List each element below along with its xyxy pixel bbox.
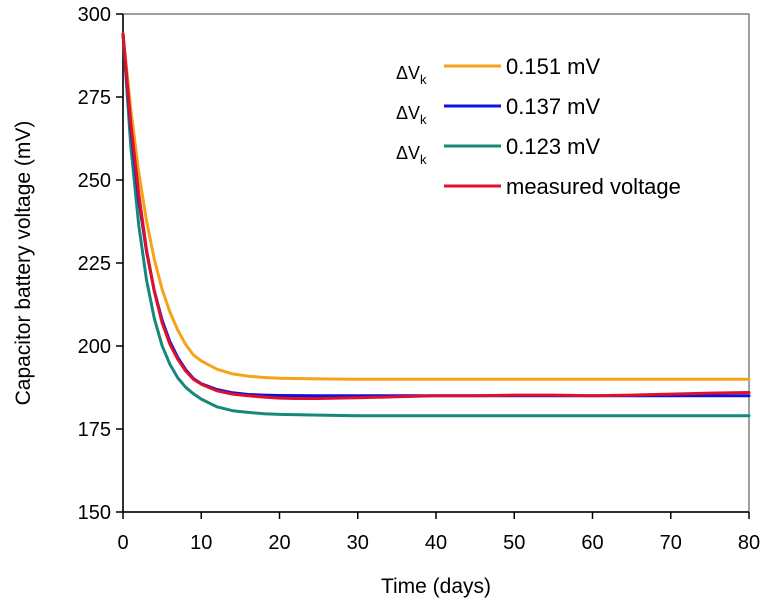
- x-tick-label: 10: [190, 532, 212, 554]
- legend-subscript: k: [420, 152, 427, 167]
- y-axis-title: Capacitor battery voltage (mV): [12, 121, 35, 406]
- x-tick-label: 0: [117, 532, 128, 554]
- y-tick-label: 175: [78, 419, 111, 441]
- series-line-0-151-mv: [121, 32, 751, 381]
- legend-subscript: k: [420, 112, 427, 127]
- series-line-0-137-mv: [121, 32, 751, 398]
- legend-label: 0.123 mV: [506, 134, 600, 159]
- legend-label: measured voltage: [506, 174, 681, 199]
- x-tick-label: 50: [503, 532, 525, 554]
- x-tick-label: 80: [738, 532, 760, 554]
- series-line-measured-voltage: [121, 32, 751, 400]
- x-tick-label: 60: [581, 532, 603, 554]
- legend-delta-vk-label: ΔVk: [396, 63, 427, 87]
- legend-delta-vk-label: ΔVk: [396, 143, 427, 167]
- axes: 150 175 200 225 250 275 300 0 10 20 30 40 50 60 70 80: [78, 4, 761, 554]
- x-tick-label: 40: [425, 532, 447, 554]
- series-layer: [121, 32, 751, 418]
- x-tick-label: 70: [660, 532, 682, 554]
- x-tick-label: 20: [268, 532, 290, 554]
- y-tick-label: 300: [78, 4, 111, 26]
- y-tick-label: 225: [78, 253, 111, 275]
- legend-delta-vk-label: ΔVk: [396, 103, 427, 127]
- y-tick-label: 275: [78, 87, 111, 109]
- plot-area-frame: [122, 13, 750, 513]
- y-tick-label: 250: [78, 170, 111, 192]
- legend-label: 0.137 mV: [506, 94, 600, 119]
- y-tick-label: 150: [78, 502, 111, 524]
- legend-label: 0.151 mV: [506, 54, 600, 79]
- x-tick-label: 30: [347, 532, 369, 554]
- legend-subscript: k: [420, 72, 427, 87]
- x-axis-title: Time (days): [381, 575, 491, 598]
- series-line-0-123-mv: [121, 32, 751, 418]
- y-tick-label: 200: [78, 336, 111, 358]
- legend: 0.151 mV ΔVk 0.137 mV ΔVk 0.123 mV ΔVk measure…: [396, 54, 681, 199]
